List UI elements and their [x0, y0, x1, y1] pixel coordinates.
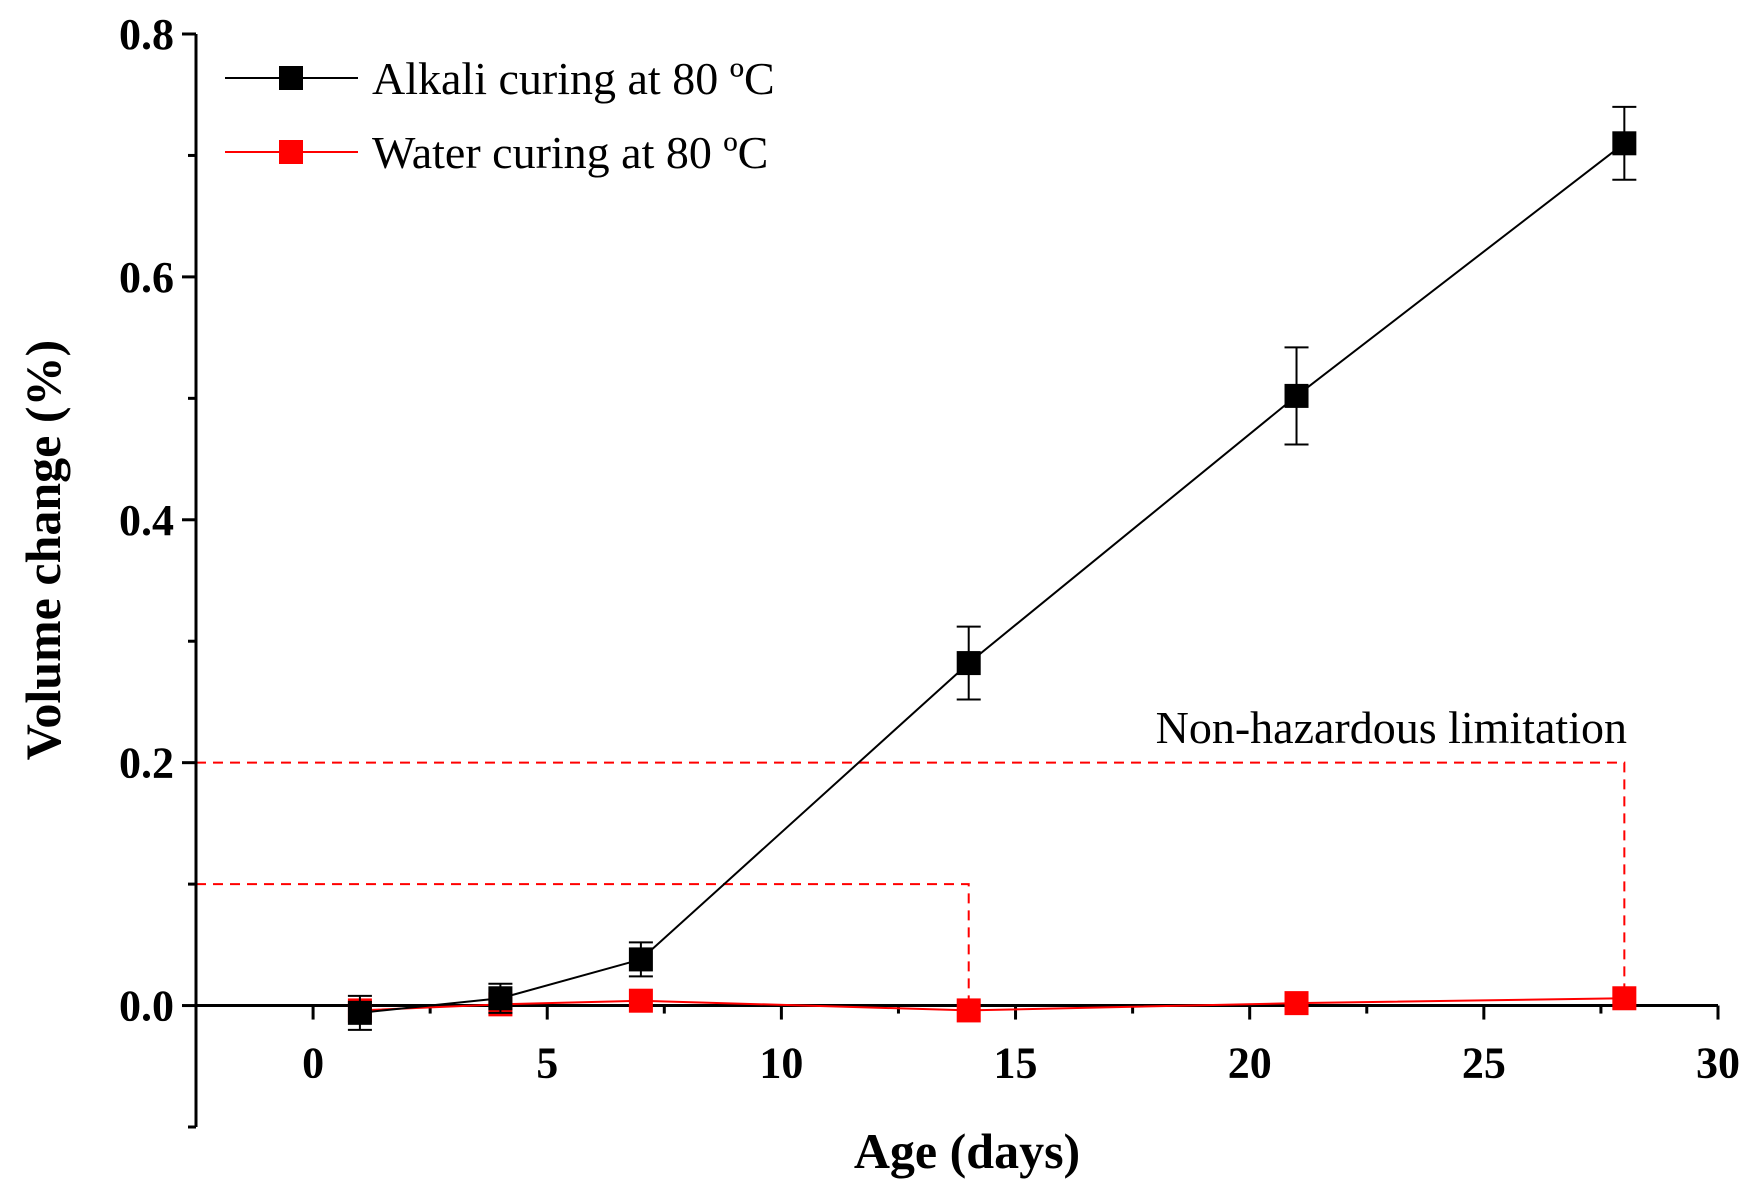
legend-marker-water: [279, 140, 303, 164]
y-tick-label: 0.4: [119, 496, 174, 545]
data-point: [1612, 131, 1637, 156]
data-point: [1284, 383, 1309, 408]
legend-label-alkali: Alkali curing at 80 ºC: [372, 53, 775, 104]
y-tick-label: 0.0: [119, 982, 174, 1031]
reference-lines: [196, 761, 1626, 1006]
series-alkali: [347, 105, 1637, 1031]
x-axis-title: Age (days): [854, 1123, 1080, 1179]
x-tick-label: 30: [1696, 1039, 1740, 1088]
data-point: [628, 988, 653, 1013]
x-tick-label: 5: [536, 1039, 558, 1088]
data-point: [347, 1000, 372, 1025]
legend: Alkali curing at 80 ºC Water curing at 8…: [225, 53, 775, 178]
data-point: [488, 986, 513, 1011]
x-tick-label: 15: [994, 1039, 1038, 1088]
y-tick-label: 0.8: [119, 10, 174, 59]
reference-line-0: [196, 883, 970, 1006]
data-point: [956, 651, 981, 676]
x-tick-label: 25: [1462, 1039, 1506, 1088]
x-tick-label: 0: [302, 1039, 324, 1088]
series-line: [359, 142, 1625, 1014]
data-point: [956, 998, 981, 1023]
y-tick-label: 0.2: [119, 739, 174, 788]
legend-marker-alkali: [279, 66, 303, 90]
axes: 0.0 0.2 0.4 0.6 0.8 0 5 10 15 20 25 30: [119, 10, 1740, 1129]
annotation-non-hazardous-limitation: Non-hazardous limitation: [1156, 702, 1627, 753]
x-tick-label: 10: [759, 1039, 803, 1088]
series-layer: [347, 105, 1637, 1031]
y-tick-label: 0.6: [119, 253, 174, 302]
data-point: [628, 947, 653, 972]
legend-label-water: Water curing at 80 ºC: [372, 127, 768, 178]
reference-line-1: [196, 761, 1626, 1006]
series-line: [359, 997, 1625, 1012]
x-tick-label: 20: [1228, 1039, 1272, 1088]
y-axis-title: Volume change (%): [15, 340, 71, 760]
data-point: [1284, 991, 1309, 1016]
data-point: [1612, 986, 1637, 1011]
